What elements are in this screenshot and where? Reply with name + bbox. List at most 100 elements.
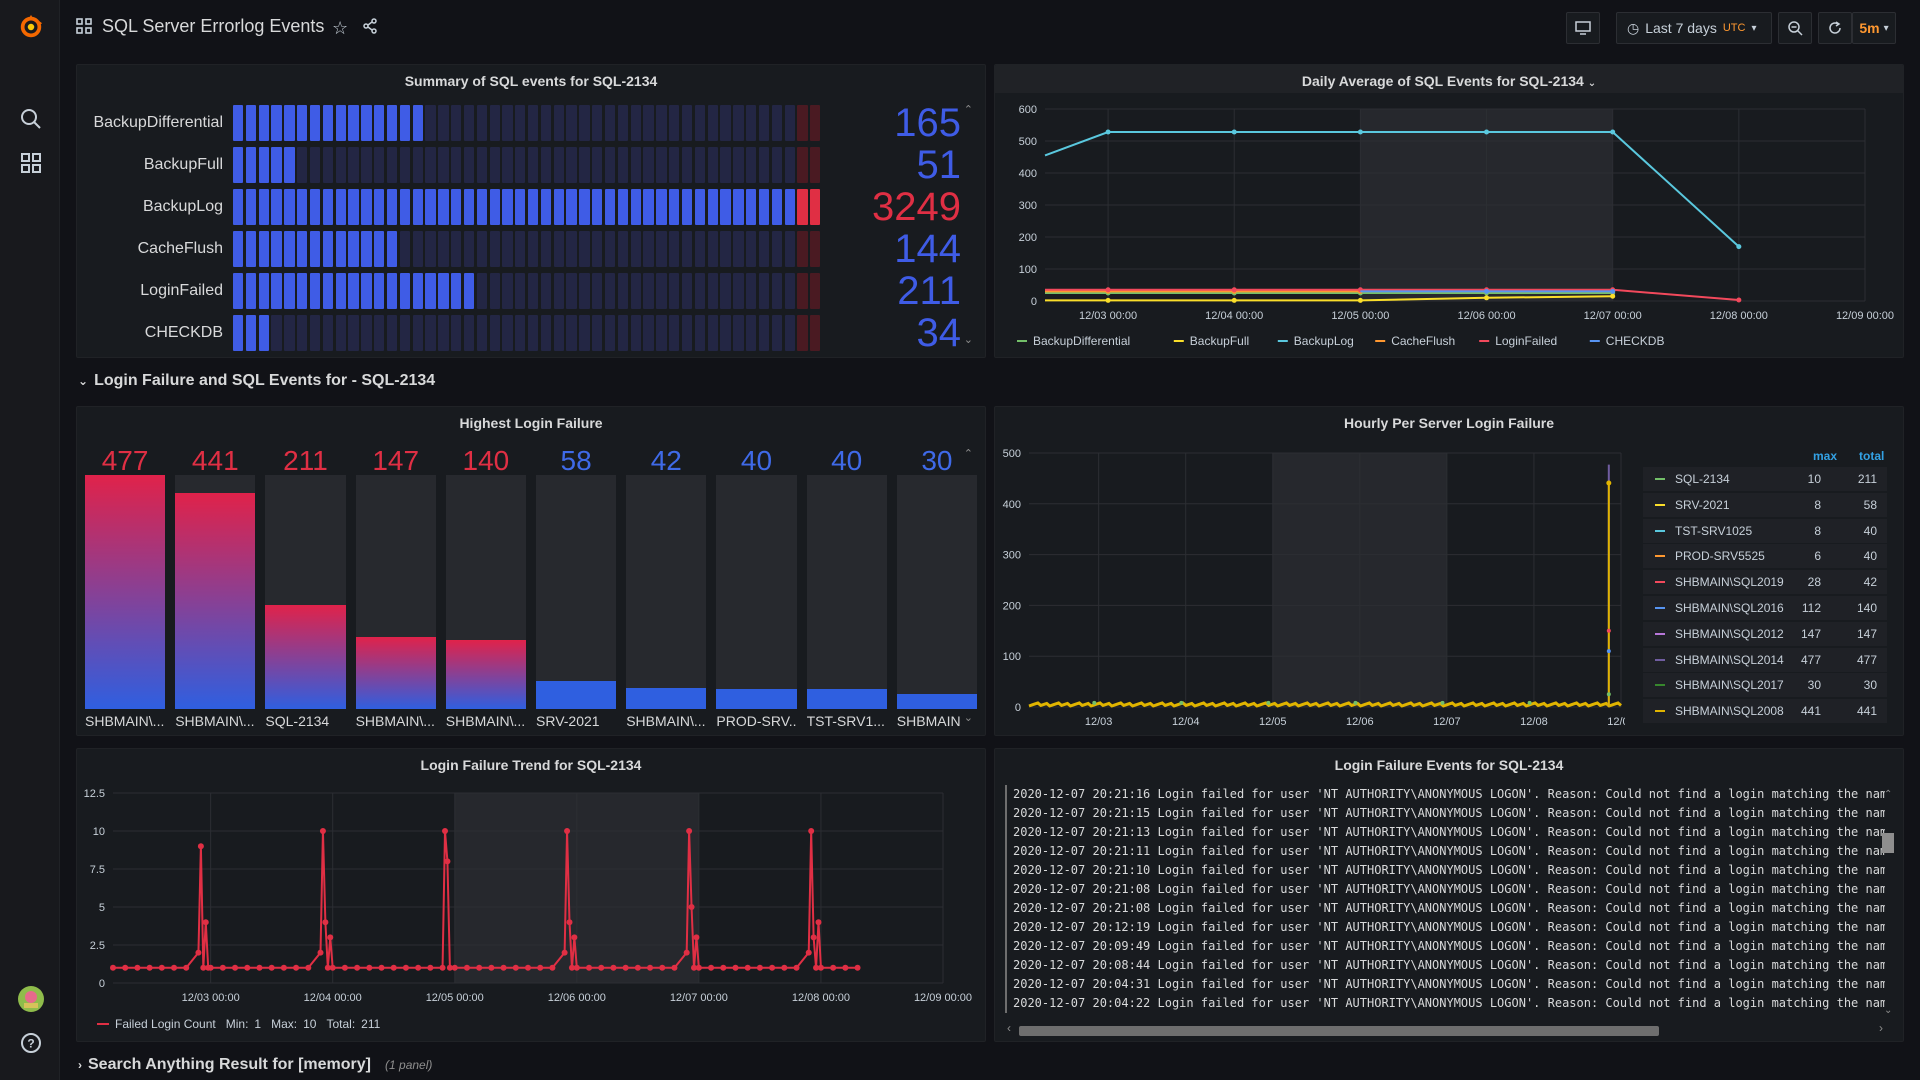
data-point[interactable] [1606, 692, 1611, 697]
legend-row[interactable]: TST-SRV1025 8 40 [1643, 518, 1887, 543]
scroll-up-icon[interactable]: ⌃ [963, 104, 973, 116]
scroll-right-icon[interactable]: › [1879, 1021, 1883, 1035]
data-point[interactable] [1610, 293, 1616, 299]
data-point[interactable] [451, 964, 458, 971]
data-point[interactable] [815, 919, 822, 926]
log-line[interactable]: 2020-12-07 20:08:44 Login failed for use… [1005, 956, 1885, 975]
data-point[interactable] [1105, 129, 1111, 135]
data-point[interactable] [525, 964, 531, 971]
scroll-left-icon[interactable]: ‹ [1007, 1021, 1011, 1035]
gauge-column[interactable]: 441 SHBMAIN\... [175, 437, 256, 733]
data-point[interactable] [688, 904, 695, 910]
log-line[interactable]: 2020-12-07 20:04:22 Login failed for use… [1005, 994, 1885, 1013]
legend-row[interactable]: SHBMAIN\SQL2008 441 441 [1643, 699, 1887, 724]
data-point[interactable] [293, 964, 300, 971]
panel-title[interactable]: Daily Average of SQL Events for SQL-2134… [995, 73, 1903, 89]
data-point[interactable] [268, 964, 275, 971]
legend-row[interactable]: SQL-2134 10 211 [1643, 467, 1887, 491]
row-login-failure[interactable]: ⌄ Login Failure and SQL Events for - SQL… [78, 372, 435, 390]
data-point[interactable] [1736, 297, 1742, 303]
legend-item[interactable]: BackupFull [1190, 334, 1249, 348]
data-point[interactable] [1357, 129, 1363, 135]
legend-item[interactable]: LoginFailed [1495, 334, 1557, 348]
data-point[interactable] [329, 964, 336, 971]
data-point[interactable] [744, 964, 751, 971]
data-point[interactable] [708, 964, 715, 971]
data-point[interactable] [561, 949, 568, 956]
data-point[interactable] [573, 964, 580, 971]
legend-row[interactable]: SRV-2021 8 58 [1643, 492, 1887, 517]
data-point[interactable] [122, 964, 129, 971]
data-point[interactable] [1092, 700, 1097, 705]
log-line[interactable]: 2020-12-07 20:21:10 Login failed for use… [1005, 861, 1885, 880]
legend-row[interactable]: SHBMAIN\SQL2014 477 477 [1643, 647, 1887, 672]
scroll-down-icon[interactable]: ⌄ [963, 334, 973, 346]
log-line[interactable]: 2020-12-07 20:21:15 Login failed for use… [1005, 804, 1885, 823]
data-point[interactable] [830, 964, 837, 971]
data-point[interactable] [647, 964, 654, 971]
data-point[interactable] [1527, 700, 1532, 705]
data-point[interactable] [659, 964, 666, 971]
data-point[interactable] [691, 964, 697, 971]
data-point[interactable] [280, 964, 287, 971]
zoom-out-button[interactable] [1778, 12, 1812, 44]
gauge-column[interactable]: 40 TST-SRV1... [806, 437, 887, 733]
data-point[interactable] [568, 964, 575, 971]
data-point[interactable] [197, 843, 204, 850]
trend-line-chart[interactable]: 0 2.5 5 7.5 10 12.5 12/03 00:00 12/04 00:00 12/0… [77, 749, 986, 1042]
gauge-column[interactable]: 477 SHBMAIN\... [85, 437, 166, 733]
gauge-column[interactable]: 30 SHBMAIN [896, 437, 977, 733]
data-point[interactable] [324, 964, 331, 971]
data-point[interactable] [319, 828, 326, 834]
log-vertical-scrollbar[interactable]: ⌃ ⌄ [1881, 789, 1895, 1017]
data-point[interactable] [415, 964, 422, 971]
data-point[interactable] [1231, 297, 1237, 303]
data-point[interactable] [842, 964, 849, 971]
data-point[interactable] [1231, 129, 1237, 135]
data-point[interactable] [390, 964, 397, 971]
data-point[interactable] [686, 828, 693, 834]
row-search-anything[interactable]: › Search Anything Result for [memory] (1… [78, 1056, 432, 1074]
data-point[interactable] [571, 934, 578, 941]
data-point[interactable] [808, 828, 815, 834]
data-point[interactable] [488, 964, 495, 971]
log-line[interactable]: 2020-12-07 20:21:13 Login failed for use… [1005, 823, 1885, 842]
data-point[interactable] [500, 964, 507, 971]
data-point[interactable] [732, 964, 739, 971]
series-line[interactable] [1045, 295, 1613, 302]
data-point[interactable] [354, 964, 361, 971]
data-point[interactable] [476, 964, 483, 971]
data-point[interactable] [1266, 700, 1271, 705]
log-line[interactable]: 2020-12-07 20:21:08 Login failed for use… [1005, 899, 1885, 918]
log-line[interactable]: 2020-12-07 20:09:49 Login failed for use… [1005, 937, 1885, 956]
scroll-up-icon[interactable]: ⌃ [963, 448, 973, 460]
data-point[interactable] [1484, 295, 1490, 301]
data-point[interactable] [720, 964, 727, 971]
user-avatar[interactable] [18, 986, 44, 1012]
data-point[interactable] [793, 964, 800, 971]
data-point[interactable] [378, 964, 385, 971]
data-point[interactable] [427, 964, 434, 971]
data-point[interactable] [171, 964, 178, 971]
data-point[interactable] [1484, 288, 1490, 294]
legend-row[interactable]: PROD-SRV5525 6 40 [1643, 544, 1887, 569]
trend-legend[interactable]: Failed Login Count Min: 1 Max: 10 Total: 21… [97, 1017, 380, 1031]
data-point[interactable] [512, 964, 519, 971]
data-point[interactable] [1606, 480, 1612, 486]
data-point[interactable] [695, 964, 702, 971]
data-point[interactable] [564, 828, 571, 834]
data-point[interactable] [610, 964, 617, 971]
data-point[interactable] [1610, 129, 1616, 135]
gauge-column[interactable]: 140 SHBMAIN\... [445, 437, 526, 733]
data-point[interactable] [1357, 297, 1363, 303]
data-point[interactable] [444, 858, 451, 865]
data-point[interactable] [134, 964, 141, 971]
data-point[interactable] [756, 964, 763, 971]
star-icon[interactable]: ☆ [332, 18, 349, 38]
log-line[interactable]: 2020-12-07 20:21:11 Login failed for use… [1005, 842, 1885, 861]
panel-title[interactable]: Highest Login Failure [459, 415, 603, 431]
data-point[interactable] [322, 919, 329, 926]
data-point[interactable] [671, 964, 678, 971]
data-point[interactable] [566, 919, 573, 926]
panel-title[interactable]: Hourly Per Server Login Failure [1343, 415, 1555, 431]
